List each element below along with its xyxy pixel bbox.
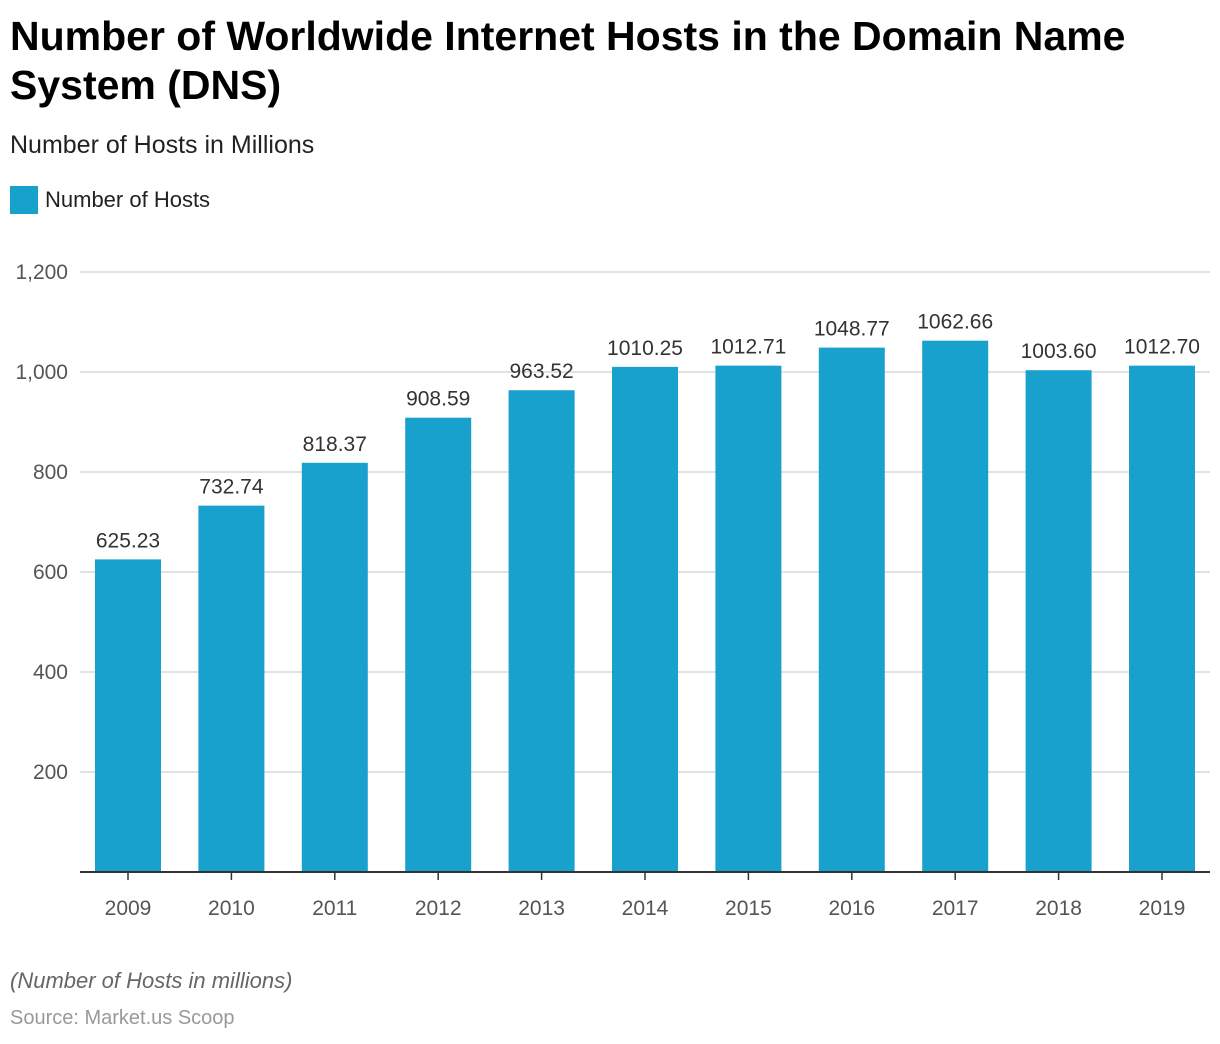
chart-subtitle: Number of Hosts in Millions xyxy=(10,131,315,159)
data-label: 1048.77 xyxy=(814,318,890,341)
bar-2019 xyxy=(1129,365,1195,872)
data-label: 1012.71 xyxy=(710,336,786,359)
x-tick-label: 2018 xyxy=(1035,897,1082,920)
x-tick-label: 2015 xyxy=(725,897,772,920)
data-label: 1003.60 xyxy=(1021,340,1097,363)
data-label: 1012.70 xyxy=(1124,336,1200,359)
bar-2015 xyxy=(715,365,782,872)
x-tick-label: 2016 xyxy=(828,897,875,920)
x-tick-label: 2014 xyxy=(622,897,669,920)
bar-2016 xyxy=(818,347,885,872)
data-label: 1010.25 xyxy=(607,337,683,360)
bar-2010 xyxy=(198,505,265,872)
chart-source: Source: Market.us Scoop xyxy=(10,1007,235,1029)
legend: Number of Hosts xyxy=(10,186,210,214)
y-tick-label: 1,000 xyxy=(15,361,68,384)
x-tick-label: 2019 xyxy=(1139,897,1186,920)
bar-2018 xyxy=(1025,370,1092,872)
data-label: 625.23 xyxy=(96,529,160,552)
y-tick-label: 1,200 xyxy=(15,261,68,284)
x-tick-label: 2012 xyxy=(415,897,462,920)
legend-swatch xyxy=(10,186,38,214)
x-tick-label: 2011 xyxy=(312,897,357,920)
bar-2013 xyxy=(508,390,575,872)
data-label: 908.59 xyxy=(406,388,470,411)
data-label: 732.74 xyxy=(199,476,264,499)
data-label: 818.37 xyxy=(303,433,367,456)
x-tick-label: 2009 xyxy=(105,897,152,920)
x-tick-label: 2010 xyxy=(208,897,255,920)
data-label: 963.52 xyxy=(509,360,573,383)
legend-label: Number of Hosts xyxy=(45,187,211,212)
y-tick-label: 800 xyxy=(33,461,68,484)
y-tick-label: 600 xyxy=(33,561,68,584)
data-label: 1062.66 xyxy=(917,311,993,334)
chart-title: Number of Worldwide Internet Hosts in th… xyxy=(10,13,1126,108)
bar-2012 xyxy=(405,417,472,872)
bar-2014 xyxy=(612,366,678,872)
bar-2017 xyxy=(922,340,989,872)
bar-2011 xyxy=(301,462,368,872)
x-tick-label: 2017 xyxy=(932,897,979,920)
bar-2009 xyxy=(95,559,161,872)
x-tick-label: 2013 xyxy=(518,897,565,920)
y-tick-label: 200 xyxy=(33,761,68,784)
chart-note: (Number of Hosts in millions) xyxy=(10,968,293,993)
y-tick-label: 400 xyxy=(33,661,68,684)
